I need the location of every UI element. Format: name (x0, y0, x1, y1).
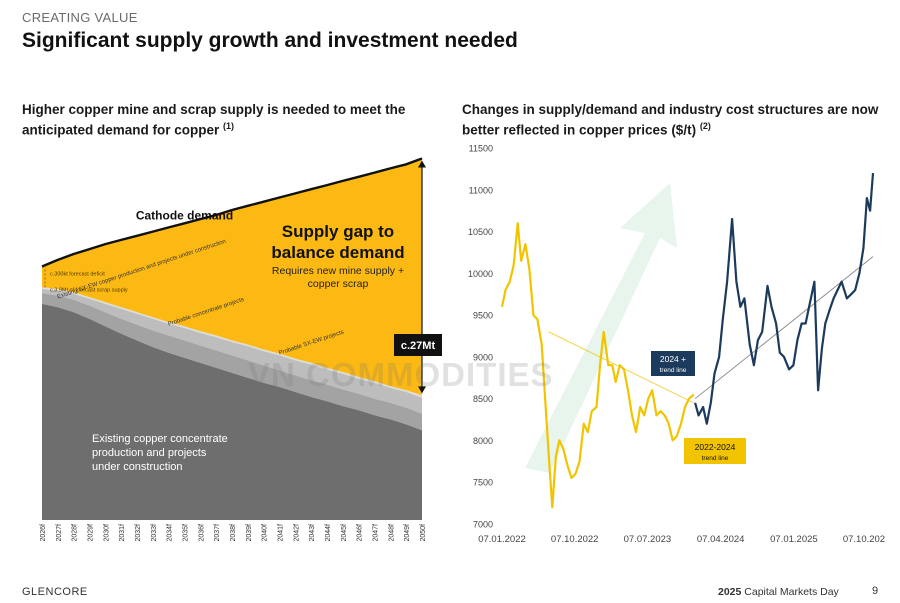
page-number: 9 (872, 585, 879, 597)
x-tick-label: 2034f (167, 524, 174, 542)
price-line-2022-2024 (500, 222, 695, 509)
x-tick-label: 2044f (325, 524, 332, 542)
deficit-note: c.300kt forecast deficit (50, 272, 105, 278)
supply-gap-area (42, 158, 422, 396)
x-tick-label: 07.01.2022 (478, 534, 526, 545)
x-tick-label: 2038f (230, 524, 237, 542)
left-chart-subtitle: Higher copper mine and scrap supply is n… (22, 101, 452, 139)
x-tick-label: 2033f (151, 524, 158, 542)
supply-gap-chart: c.300kt forecast deficit c.3.9Mt of forec… (40, 157, 442, 542)
badge-2022-line1: 2022-2024 (695, 442, 736, 452)
glencore-logo: GLENCORE (22, 586, 88, 598)
x-tick-label: 2043f (309, 524, 316, 542)
x-tick-label: 2045f (341, 524, 348, 542)
gap-subtitle-line2: copper scrap (308, 278, 369, 290)
y-tick-label: 11000 (469, 185, 493, 195)
x-tick-label: 2027f (56, 524, 63, 542)
x-tick-label: 2028f (72, 524, 79, 542)
trend-line-2024 (694, 256, 874, 400)
probable-concentrate-area (42, 289, 422, 414)
gap-title-line1: Supply gap to (282, 222, 394, 241)
base-label-line1: Existing copper concentrate (92, 433, 228, 445)
x-tick-label: 2050f (420, 524, 427, 542)
y-tick-label: 9500 (473, 311, 493, 321)
cathode-demand-line (41, 157, 423, 268)
eyebrow: CREATING VALUE (22, 10, 138, 25)
badge-2022-trend (684, 438, 746, 464)
x-tick-label: 07.07.2023 (624, 534, 672, 545)
base-label-line2: production and projects (92, 447, 207, 459)
x-tick-label: 2046f (357, 524, 364, 542)
y-tick-label: 10500 (468, 227, 493, 237)
y-tick-label: 10000 (468, 269, 493, 279)
scrap-note: c.3.9Mt of forecast scrap supply (50, 288, 128, 294)
x-tick-label: 2041f (278, 524, 285, 542)
x-tick-label: 2042f (293, 524, 300, 542)
y-tick-label: 7500 (473, 478, 493, 488)
x-tick-label: 2039f (246, 524, 253, 542)
x-tick-label: 07.01.2025 (770, 534, 818, 545)
x-tick-label: 2040f (262, 524, 269, 542)
x-tick-label: 07.04.2024 (697, 534, 745, 545)
badge-2024-line2: trend line (660, 367, 687, 374)
gap-arrow-head-up (418, 160, 426, 168)
gap-subtitle-line1: Requires new mine supply + (272, 265, 404, 277)
x-tick-label: 07.10.2025 (843, 534, 885, 545)
x-tick-label: 2048f (388, 524, 395, 542)
x-tick-label: 2037f (214, 524, 221, 542)
badge-2024-trend (651, 351, 695, 376)
y-tick-label: 9000 (473, 352, 493, 362)
right-footnote: (2) (699, 121, 711, 131)
badge-2022-line2: trend line (702, 455, 729, 462)
x-tick-label: 2047f (373, 524, 380, 542)
existing-sxew-area (42, 293, 422, 431)
x-tick-label: 2032f (135, 524, 142, 542)
left-footnote: (1) (223, 121, 235, 131)
right-chart-subtitle: Changes in supply/demand and industry co… (462, 101, 892, 139)
event-title: Capital Markets Day (744, 586, 839, 598)
watermark: VN COMMODITIES (248, 356, 554, 393)
x-tick-label: 2030f (103, 524, 110, 542)
event-year: 2025 (718, 586, 742, 598)
y-tick-label: 8500 (473, 394, 493, 404)
watermark-arrow (525, 183, 677, 473)
copper-price-chart: 7000 7500 8000 8500 9000 9500 10000 10500 11000 1… (468, 144, 885, 546)
right-subtitle-text: Changes in supply/demand and industry co… (462, 102, 879, 138)
page-title: Significant supply growth and investment… (22, 29, 518, 52)
price-line-2024 (694, 173, 875, 425)
gap-value-badge (394, 334, 442, 356)
y-tick-label: 8000 (473, 436, 493, 446)
x-tick-label: 2029f (88, 524, 95, 542)
y-tick-label: 7000 (473, 520, 493, 530)
badge-2024-line1: 2024 + (660, 354, 686, 364)
x-tick-label: 07.10.2022 (551, 534, 599, 545)
x-tick-label: 2049f (404, 524, 411, 542)
cathode-demand-label: Cathode demand (136, 208, 233, 222)
x-tick-label: 2026f (40, 524, 47, 542)
gap-arrow-head-down (418, 386, 426, 394)
x-tick-label: 2035f (183, 524, 190, 542)
existing-concentrate-area (42, 303, 422, 520)
left-subtitle-text: Higher copper mine and scrap supply is n… (22, 102, 406, 138)
gap-title-line2: balance demand (271, 243, 404, 262)
event-name: 2025 Capital Markets Day (718, 586, 839, 598)
x-tick-label: 2036f (198, 524, 205, 542)
y-tick-label: 11500 (469, 144, 493, 154)
gap-value-label: c.27Mt (401, 340, 436, 352)
base-label-line3: under construction (92, 461, 183, 473)
x-tick-label: 2031f (119, 524, 126, 542)
